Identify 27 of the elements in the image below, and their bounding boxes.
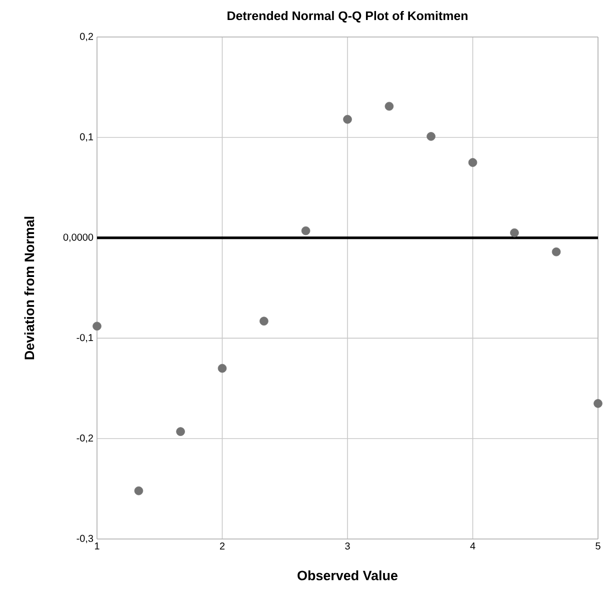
point — [343, 114, 352, 124]
x-tick-label: 1 — [94, 542, 100, 550]
x-tick-label: 4 — [470, 542, 476, 550]
point — [384, 102, 394, 111]
y-tick-label: -0,1 — [76, 334, 93, 342]
point — [134, 486, 144, 496]
x-tick-label: 3 — [345, 542, 350, 550]
point — [426, 132, 436, 141]
point — [92, 322, 102, 331]
y-tick-label: 0,2 — [80, 32, 93, 42]
y-tick-label: 0,1 — [80, 133, 93, 142]
y-tick-label: 0,0000 — [63, 234, 94, 242]
y-tick-label: -0,3 — [76, 534, 94, 544]
point — [594, 399, 602, 408]
chart-title: Detrended Normal Q-Q Plot of Komitmen — [228, 11, 468, 23]
x-axis-title: Observed Value — [298, 570, 398, 580]
y-tick-label: -0,2 — [76, 434, 93, 443]
point — [260, 316, 268, 326]
point — [301, 226, 310, 236]
x-tick-label: 5 — [596, 542, 600, 550]
x-tick-label: 2 — [220, 542, 225, 550]
point — [510, 228, 519, 238]
point — [468, 158, 478, 167]
point — [176, 427, 185, 436]
point — [218, 364, 227, 373]
y-axis-title: Deviation from Normal — [24, 216, 34, 360]
point — [552, 247, 561, 256]
